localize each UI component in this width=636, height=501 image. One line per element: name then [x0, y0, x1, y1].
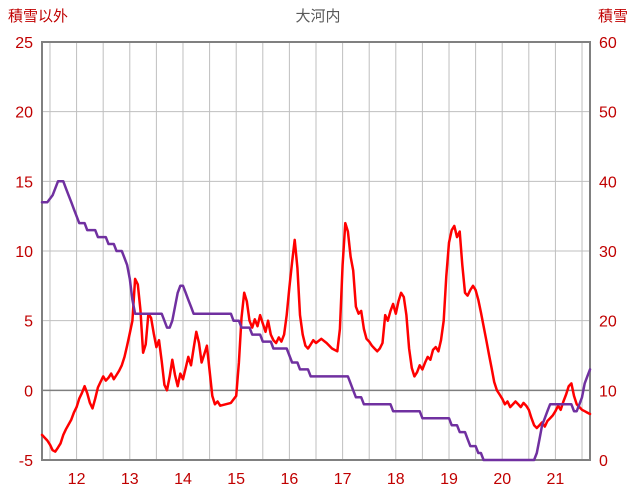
left-axis-tick: 15: [15, 174, 33, 191]
left-axis-title: 積雪以外: [8, 8, 69, 25]
right-axis-tick: 60: [599, 35, 617, 52]
x-axis-tick: 12: [68, 471, 86, 488]
chart-title: 大河内: [295, 8, 341, 25]
left-axis-tick: 5: [24, 314, 33, 331]
x-axis-tick: 17: [334, 471, 352, 488]
x-axis-tick: 13: [121, 471, 139, 488]
right-axis-tick: 40: [599, 174, 617, 191]
x-axis-tick: 18: [387, 471, 405, 488]
left-axis-tick: 20: [15, 105, 33, 122]
left-axis-tick: 10: [15, 244, 33, 261]
left-axis-tick: -5: [19, 453, 33, 470]
x-axis-tick: 20: [493, 471, 511, 488]
x-axis-tick: 16: [280, 471, 298, 488]
right-axis-tick: 10: [599, 383, 617, 400]
left-axis-tick: 25: [15, 35, 33, 52]
right-axis-tick: 0: [599, 453, 608, 470]
right-axis-tick: 50: [599, 105, 617, 122]
x-axis-tick: 14: [174, 471, 192, 488]
x-axis-tick: 21: [547, 471, 565, 488]
right-axis-tick: 30: [599, 244, 617, 261]
right-axis-title: 積雪: [597, 8, 628, 25]
right-axis-tick: 20: [599, 314, 617, 331]
x-axis-tick: 19: [440, 471, 458, 488]
left-axis-tick: 0: [24, 383, 33, 400]
x-axis-tick: 15: [227, 471, 245, 488]
